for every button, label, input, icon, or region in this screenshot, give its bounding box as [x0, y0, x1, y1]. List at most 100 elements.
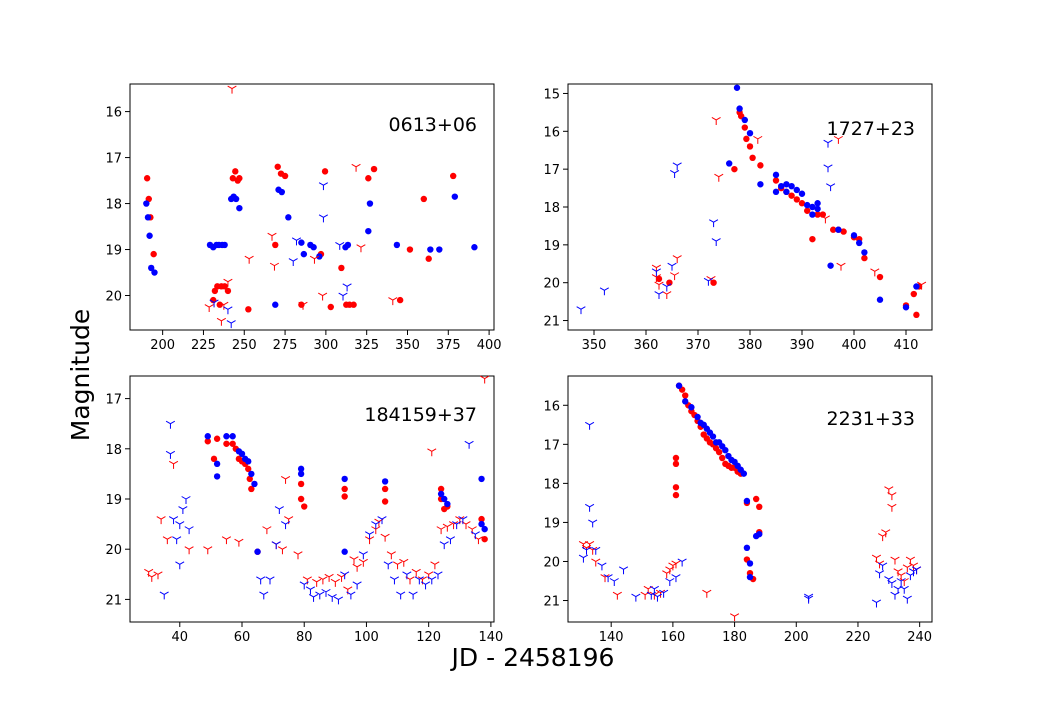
data-point — [393, 241, 401, 249]
upper-limit-marker — [836, 262, 846, 271]
data-point — [752, 495, 760, 503]
data-point — [370, 165, 378, 173]
data-point — [798, 190, 806, 197]
upper-limit-marker — [878, 562, 888, 571]
series-blue-upper-limits — [576, 139, 836, 315]
data-point — [682, 398, 689, 405]
data-point — [365, 175, 372, 182]
y-tick-label: 21 — [543, 595, 560, 610]
upper-limit-marker — [226, 320, 236, 329]
data-point — [675, 382, 683, 389]
upper-limit-marker — [581, 546, 592, 555]
upper-limit-marker — [804, 595, 814, 604]
data-point — [743, 497, 751, 505]
data-point — [861, 249, 868, 256]
upper-limit-marker — [221, 536, 232, 545]
plot-frame — [567, 83, 933, 331]
upper-limit-marker — [172, 536, 182, 545]
data-point — [425, 255, 432, 262]
upper-limit-marker — [274, 506, 284, 515]
upper-limit-marker — [234, 538, 244, 547]
y-axis-title: Magnitude — [66, 309, 95, 441]
upper-limit-marker — [826, 183, 836, 192]
x-tick-label: 250 — [232, 338, 257, 353]
upper-limit-marker — [396, 591, 406, 600]
data-point — [856, 239, 863, 247]
upper-limit-marker — [711, 117, 721, 125]
upper-limit-marker — [753, 135, 763, 144]
data-point — [245, 306, 252, 313]
data-point — [814, 211, 821, 218]
y-tick-label: 17 — [543, 163, 560, 178]
series-blue-upper-limits — [209, 182, 352, 329]
upper-limit-marker — [358, 551, 368, 560]
upper-limit-marker — [291, 237, 302, 246]
upper-limit-marker — [402, 571, 412, 580]
data-point — [746, 573, 754, 581]
upper-limit-marker — [671, 574, 681, 583]
upper-limit-marker — [175, 521, 185, 530]
data-point — [381, 478, 389, 485]
data-point — [274, 163, 281, 170]
data-point — [481, 525, 488, 533]
data-point — [746, 143, 754, 150]
y-tick-label: 20 — [543, 277, 560, 292]
x-tick-label: 240 — [907, 630, 932, 645]
upper-limit-marker — [175, 561, 185, 570]
data-point — [746, 560, 754, 567]
upper-limit-marker — [480, 375, 490, 384]
data-point — [221, 241, 228, 249]
upper-limit-marker — [578, 554, 589, 563]
upper-limit-marker — [588, 519, 598, 528]
upper-limit-marker — [386, 551, 396, 560]
data-point — [910, 290, 917, 298]
y-tick-label: 19 — [543, 239, 560, 254]
upper-limit-marker — [277, 546, 288, 555]
data-point — [436, 246, 443, 253]
upper-limit-marker — [887, 580, 897, 588]
data-point — [736, 105, 743, 112]
upper-limit-marker — [364, 531, 375, 540]
upper-limit-marker — [597, 562, 607, 571]
upper-limit-marker — [340, 571, 350, 580]
series-red-upper-limits — [144, 375, 490, 595]
data-point — [298, 239, 305, 246]
upper-limit-marker — [302, 576, 312, 585]
upper-limit-marker — [351, 163, 361, 172]
upper-limit-marker — [342, 283, 352, 292]
upper-limit-marker — [388, 297, 398, 306]
upper-limit-marker — [267, 232, 277, 241]
upper-limit-marker — [667, 262, 677, 271]
upper-limit-marker — [887, 492, 897, 501]
y-tick-label: 16 — [543, 399, 560, 414]
x-tick-label: 220 — [846, 630, 871, 645]
data-point — [420, 195, 428, 203]
data-point — [709, 433, 717, 440]
upper-limit-marker — [665, 578, 675, 586]
data-point — [204, 433, 211, 440]
data-point — [150, 250, 157, 258]
y-tick-label: 18 — [105, 443, 122, 458]
upper-limit-marker — [588, 546, 598, 555]
upper-limit-marker — [662, 570, 672, 579]
data-point — [396, 296, 404, 304]
series-blue-detections — [143, 186, 478, 308]
panel-title: 1727+23 — [827, 118, 915, 140]
upper-limit-marker — [878, 533, 888, 542]
x-tick-label: 325 — [354, 338, 379, 353]
plot-frame — [567, 375, 933, 623]
upper-limit-marker — [408, 591, 418, 600]
upper-limit-marker — [162, 536, 172, 545]
upper-limit-marker — [893, 585, 903, 594]
data-point — [210, 455, 218, 463]
data-point — [143, 200, 150, 207]
upper-limit-marker — [911, 566, 922, 575]
data-point — [232, 195, 240, 203]
data-point — [344, 241, 352, 249]
upper-limit-marker — [473, 536, 484, 545]
upper-limit-marker — [244, 255, 254, 264]
data-point — [251, 480, 258, 488]
data-point — [672, 484, 680, 491]
y-tick-label: 20 — [543, 555, 560, 570]
data-point — [272, 301, 279, 308]
